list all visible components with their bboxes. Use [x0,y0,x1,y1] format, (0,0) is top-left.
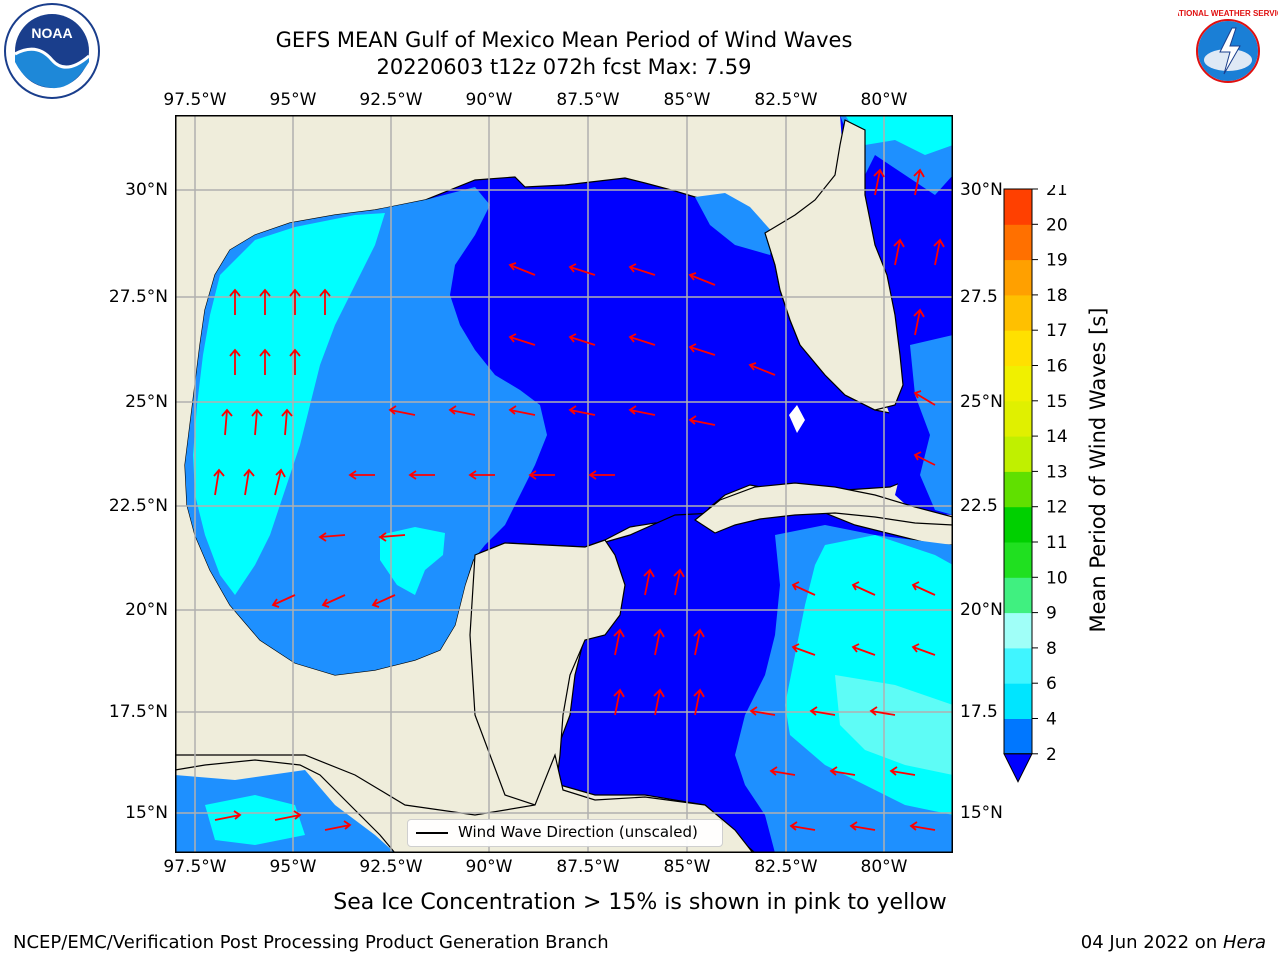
lon-tick-label: 80°W [860,90,908,110]
colorbar-segment [1004,471,1032,508]
colorbar-extend-arrow [1003,753,1033,783]
map-panel [175,115,953,853]
colorbar-tick-label: 8 [1046,639,1057,659]
caribbean-light-water [835,675,953,775]
colorbar-tick-label: 15 [1046,392,1068,412]
colorbar-segment [1004,683,1032,719]
lat-tick-label: 22.5 [960,496,998,516]
colorbar-tick-label: 17 [1046,321,1068,341]
map-gridlines [175,115,953,853]
colorbar-label: Mean Period of Wind Waves [s] [1086,307,1110,633]
footer-credit: NCEP/EMC/Verification Post Processing Pr… [13,932,609,953]
noaa-logo: NOAA [4,3,100,99]
colorbar-tick-label: 12 [1046,498,1068,518]
atlantic-cyan-water [845,115,953,155]
lon-tick-label: 92.5°W [359,857,423,877]
campeche-cyan-patch [380,527,445,595]
chart-title: GEFS MEAN Gulf of Mexico Mean Period of … [275,28,853,52]
colorbar-tick-label: 20 [1046,215,1068,235]
lat-tick-label: 15°N [125,803,168,823]
lat-tick-label: 22.5°N [108,496,168,516]
colorbar-tick-label: 10 [1046,568,1068,588]
bahamas-water [910,335,953,515]
colorbar-tick-label: 18 [1046,286,1068,306]
colorbar-segment [1004,612,1032,649]
lon-tick-label: 90°W [465,90,513,110]
colorbar-segment [1004,436,1032,472]
lat-tick-label: 25°N [960,392,1003,412]
footer-date-text: 04 Jun 2022 on [1080,932,1223,953]
florida-shelf-water [695,193,775,255]
lat-tick-label: 27.5°N [108,287,168,307]
lat-tick-label: 15°N [960,803,1003,823]
colorbar-segment [1004,259,1032,296]
nws-logo-text: NATIONAL WEATHER SERVICE [1178,9,1278,18]
lon-tick-label: 85°W [663,90,711,110]
florida-land [764,119,904,411]
legend-label: Wind Wave Direction (unscaled) [458,823,698,841]
colorbar-segment [1004,542,1032,578]
colorbar-tick-label: 11 [1046,533,1068,553]
colorbar-tick-label: 6 [1046,674,1057,694]
colorbar-tick-label: 14 [1046,427,1068,447]
chart-subtitle: 20220603 t12z 072h fcst Max: 7.59 [376,55,752,79]
lon-tick-label: 82.5°W [754,90,818,110]
footer-date: 04 Jun 2022 on Hera [1081,932,1266,953]
colorbar-segment [1004,330,1032,366]
footer-machine: Hera [1222,932,1266,953]
lon-tick-label: 87.5°W [556,857,620,877]
lat-tick-label: 27.5 [960,287,998,307]
lon-tick-label: 87.5°W [556,90,620,110]
legend-line-swatch [416,832,448,834]
colorbar: 2 4 6 8 9 10 11 12 13 14 15 16 17 18 19 20 21 [1003,185,1068,783]
lon-tick-label: 90°W [465,857,513,877]
colorbar-tick-label: 2 [1046,745,1057,765]
lon-tick-label: 92.5°W [359,90,423,110]
colorbar-tick-label: 4 [1046,710,1057,730]
lon-tick-label: 97.5°W [163,857,227,877]
colorbar-segment [1004,224,1032,261]
colorbar-segment [1004,718,1032,755]
west-cyan-water [193,213,385,595]
lat-tick-label: 30°N [960,180,1003,200]
nws-logo: NATIONAL WEATHER SERVICE [1178,5,1278,97]
lon-tick-label: 95°W [269,857,317,877]
lat-tick-label: 20°N [125,600,168,620]
lat-tick-label: 30°N [125,180,168,200]
colorbar-tick-label: 19 [1046,251,1068,271]
colorbar-tick-label: 13 [1046,462,1068,482]
lat-tick-label: 20°N [960,600,1003,620]
lat-tick-label: 25°N [125,392,168,412]
colorbar-segment [1004,189,1032,225]
colorbar-segment [1004,506,1032,543]
colorbar-segment [1004,647,1032,684]
lat-tick-label: 17.5 [960,702,998,722]
colorbar-tick-label: 21 [1046,185,1068,200]
noaa-logo-text: NOAA [31,25,72,41]
lon-tick-label: 97.5°W [163,90,227,110]
colorbar-segment [1004,365,1032,402]
sea-ice-note: Sea Ice Concentration > 15% is shown in … [333,890,947,915]
lon-tick-label: 85°W [663,857,711,877]
colorbar-segment [1004,294,1032,331]
lat-tick-label: 17.5°N [108,702,168,722]
colorbar-segment [1004,577,1032,614]
colorbar-tick-label: 16 [1046,357,1068,377]
pacific-cyan-water [205,795,305,845]
lon-tick-label: 80°W [860,857,908,877]
lon-tick-label: 95°W [269,90,317,110]
keys-island [789,405,805,433]
wind-wave-direction-arrows [213,168,945,831]
colorbar-tick-label: 9 [1046,604,1057,624]
colorbar-segment [1004,400,1032,437]
map-legend: Wind Wave Direction (unscaled) [407,819,723,847]
lon-tick-label: 82.5°W [754,857,818,877]
cuba-land [693,482,953,534]
yucatan-land [469,539,626,806]
